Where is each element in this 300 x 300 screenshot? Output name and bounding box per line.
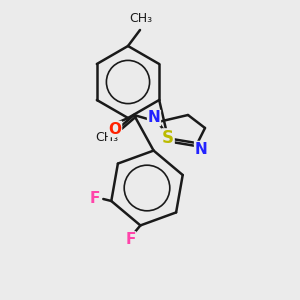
Text: F: F — [90, 191, 101, 206]
Text: N: N — [195, 142, 207, 157]
Text: CH₃: CH₃ — [129, 12, 153, 25]
Text: N: N — [148, 110, 160, 125]
Text: F: F — [125, 232, 136, 247]
Text: O: O — [109, 122, 122, 136]
Text: CH₃: CH₃ — [95, 131, 119, 144]
Text: S: S — [162, 129, 174, 147]
